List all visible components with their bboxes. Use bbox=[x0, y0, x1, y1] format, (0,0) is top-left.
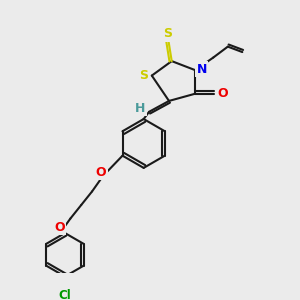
Text: H: H bbox=[135, 102, 145, 115]
Text: Cl: Cl bbox=[58, 289, 71, 300]
Text: S: S bbox=[164, 28, 172, 40]
Text: S: S bbox=[139, 69, 148, 82]
Text: O: O bbox=[96, 166, 106, 179]
Text: N: N bbox=[196, 63, 207, 76]
Text: O: O bbox=[217, 87, 228, 100]
Text: O: O bbox=[54, 221, 65, 234]
